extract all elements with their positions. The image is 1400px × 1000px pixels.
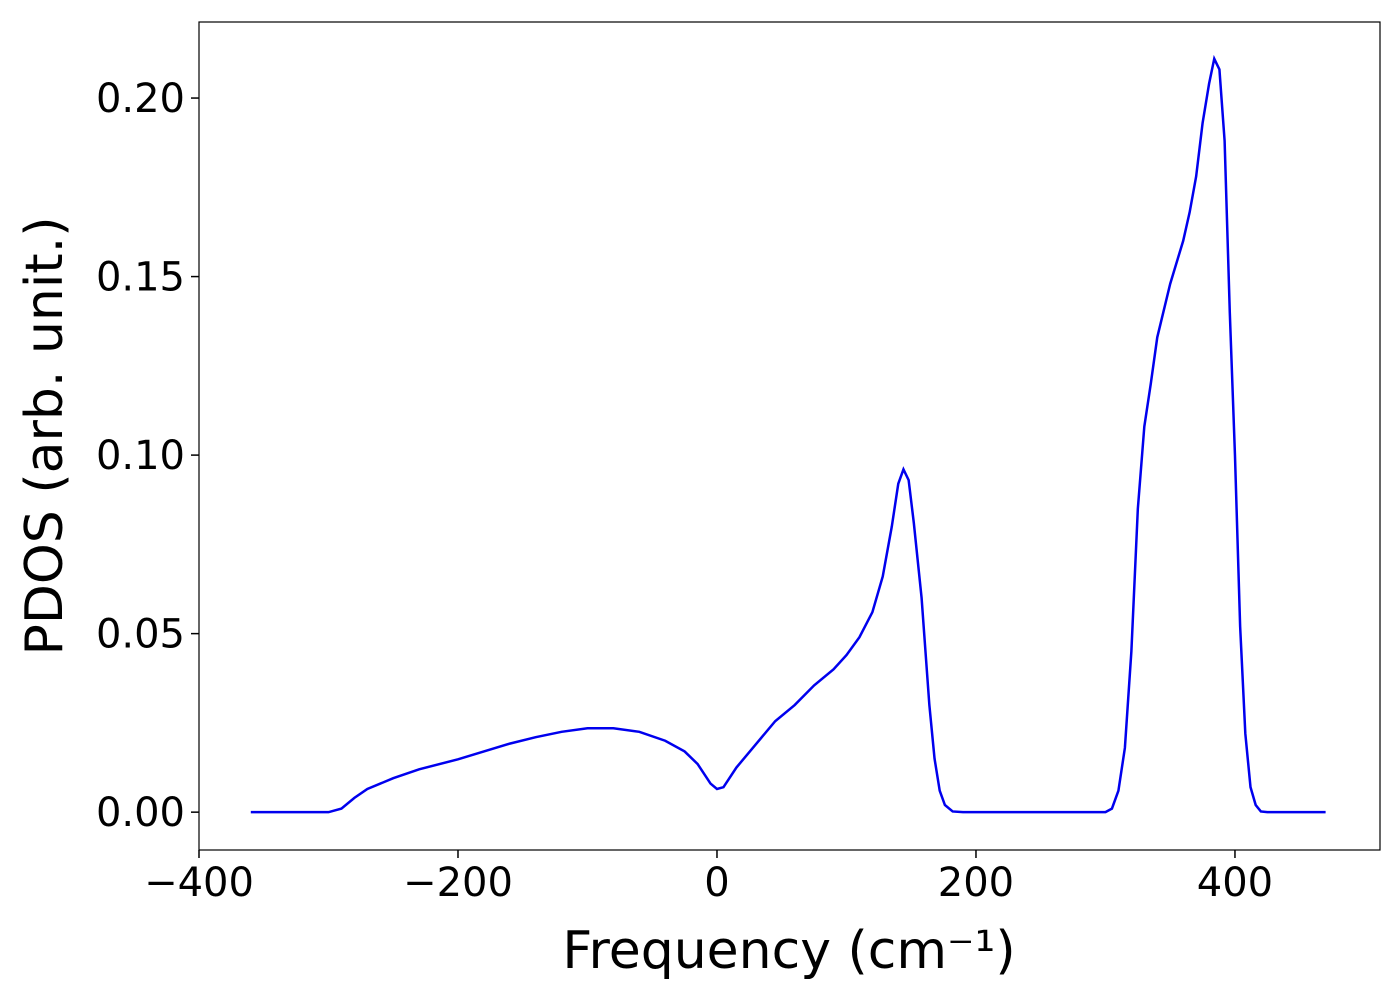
x-tick-label: 200 xyxy=(938,860,1014,906)
y-tick-label: 0.00 xyxy=(96,790,185,836)
y-axis-label: PDOS (arb. unit.) xyxy=(15,216,75,655)
x-tick-label: 400 xyxy=(1197,860,1273,906)
x-axis-label: Frequency (cm⁻¹) xyxy=(562,921,1015,981)
y-tick-label: 0.15 xyxy=(96,255,185,301)
y-tick-label: 0.10 xyxy=(96,433,185,479)
x-tick-label: 0 xyxy=(704,860,729,906)
plot-frame xyxy=(198,21,1381,851)
line xyxy=(250,54,1326,814)
x-tick-label: −200 xyxy=(403,860,513,906)
y-tick-label: 0.05 xyxy=(96,612,185,658)
y-tick-label: 0.20 xyxy=(96,76,185,122)
x-tick-label: −400 xyxy=(144,860,254,906)
